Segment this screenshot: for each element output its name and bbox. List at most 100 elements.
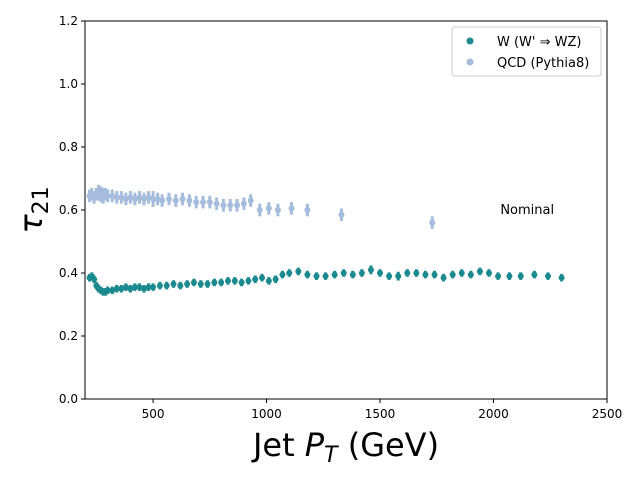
y-tick-label: 0.4 bbox=[59, 266, 78, 280]
point bbox=[218, 279, 225, 286]
x-label-suffix: (GeV) bbox=[338, 426, 440, 464]
point bbox=[252, 276, 259, 283]
point bbox=[517, 273, 524, 280]
point bbox=[256, 207, 263, 213]
point bbox=[358, 270, 365, 276]
y-tick-label: 1.2 bbox=[59, 14, 78, 28]
point bbox=[422, 271, 429, 278]
point bbox=[141, 285, 148, 292]
point bbox=[395, 273, 402, 280]
point bbox=[449, 271, 456, 278]
point bbox=[136, 194, 143, 201]
point bbox=[150, 284, 157, 291]
point bbox=[231, 277, 238, 284]
point bbox=[386, 273, 393, 280]
x-axis-label: Jet PT (GeV) bbox=[251, 426, 439, 468]
point bbox=[186, 197, 193, 204]
point bbox=[91, 276, 98, 283]
point bbox=[163, 282, 170, 289]
point bbox=[104, 287, 111, 294]
point bbox=[170, 281, 177, 288]
point bbox=[197, 281, 204, 288]
point bbox=[506, 273, 513, 280]
point bbox=[544, 273, 551, 280]
point bbox=[211, 279, 218, 286]
point bbox=[131, 284, 138, 291]
point bbox=[206, 199, 213, 206]
point bbox=[331, 271, 338, 278]
point bbox=[247, 197, 254, 204]
y-tick-label: 0.2 bbox=[59, 329, 78, 343]
point bbox=[118, 285, 125, 292]
point bbox=[322, 273, 329, 280]
point bbox=[204, 281, 211, 288]
point bbox=[193, 199, 200, 206]
x-tick-label: 2500 bbox=[592, 407, 623, 421]
point bbox=[495, 273, 502, 280]
point bbox=[118, 194, 125, 201]
point bbox=[145, 194, 152, 201]
point bbox=[159, 197, 166, 204]
point bbox=[313, 273, 320, 280]
y-tick-label: 0.6 bbox=[59, 203, 78, 217]
point bbox=[179, 195, 186, 202]
point bbox=[295, 268, 302, 275]
point bbox=[104, 192, 111, 199]
point bbox=[109, 192, 116, 199]
x-tick-label: 2000 bbox=[478, 407, 509, 421]
point bbox=[200, 199, 207, 206]
point bbox=[213, 200, 220, 207]
point bbox=[131, 195, 138, 202]
point bbox=[184, 281, 191, 288]
legend-label: QCD (Pythia8) bbox=[497, 56, 589, 71]
point bbox=[467, 271, 474, 278]
point bbox=[245, 277, 252, 284]
x-tick-label: 1500 bbox=[365, 407, 396, 421]
point bbox=[122, 284, 129, 291]
point bbox=[377, 270, 384, 276]
point bbox=[304, 271, 311, 278]
y-tick-label: 1.0 bbox=[59, 77, 78, 91]
point bbox=[265, 205, 272, 212]
point bbox=[265, 277, 272, 284]
point bbox=[122, 195, 129, 202]
point bbox=[240, 200, 247, 207]
point bbox=[531, 271, 538, 278]
legend-marker bbox=[466, 58, 474, 66]
point bbox=[367, 266, 374, 273]
point bbox=[288, 205, 295, 212]
y-label-subscript: 21 bbox=[29, 186, 54, 214]
point bbox=[190, 279, 197, 286]
point bbox=[109, 287, 116, 294]
point bbox=[145, 284, 152, 291]
y-axis-label: τ21 bbox=[12, 186, 54, 233]
y-label-symbol: τ bbox=[12, 214, 50, 234]
point bbox=[150, 195, 157, 202]
point bbox=[177, 282, 184, 289]
point bbox=[429, 219, 436, 226]
y-tick-label: 0.8 bbox=[59, 140, 78, 154]
point bbox=[272, 276, 279, 283]
point bbox=[476, 268, 483, 275]
point bbox=[340, 270, 347, 276]
point bbox=[220, 202, 227, 209]
point bbox=[113, 194, 120, 201]
point bbox=[238, 279, 245, 286]
point bbox=[431, 271, 438, 278]
point bbox=[127, 194, 134, 201]
x-tick-label: 1000 bbox=[251, 407, 282, 421]
point bbox=[127, 285, 134, 292]
annotation: Nominal bbox=[500, 203, 554, 218]
legend-label: W (W' ⇒ WZ) bbox=[497, 35, 581, 50]
point bbox=[113, 285, 120, 292]
point bbox=[349, 271, 356, 278]
point bbox=[274, 207, 281, 213]
x-label-symbol: P bbox=[305, 426, 325, 464]
point bbox=[338, 211, 345, 218]
point bbox=[165, 195, 172, 202]
point bbox=[172, 197, 179, 204]
point bbox=[558, 274, 565, 281]
point bbox=[227, 202, 234, 209]
point bbox=[485, 270, 492, 276]
